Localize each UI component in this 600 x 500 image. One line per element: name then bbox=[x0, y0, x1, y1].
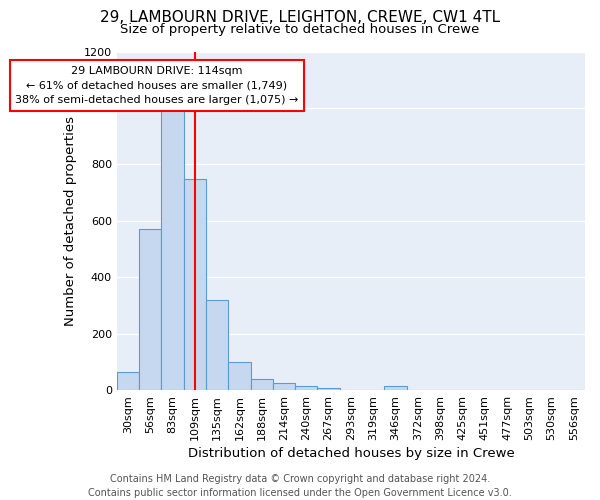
Bar bbox=[161, 102, 184, 390]
Bar bbox=[251, 379, 273, 390]
Bar bbox=[295, 386, 317, 390]
Y-axis label: Number of detached properties: Number of detached properties bbox=[64, 116, 77, 326]
X-axis label: Distribution of detached houses by size in Crewe: Distribution of detached houses by size … bbox=[188, 447, 514, 460]
Text: 29, LAMBOURN DRIVE, LEIGHTON, CREWE, CW1 4TL: 29, LAMBOURN DRIVE, LEIGHTON, CREWE, CW1… bbox=[100, 10, 500, 25]
Text: 29 LAMBOURN DRIVE: 114sqm
← 61% of detached houses are smaller (1,749)
38% of se: 29 LAMBOURN DRIVE: 114sqm ← 61% of detac… bbox=[15, 66, 299, 105]
Text: Size of property relative to detached houses in Crewe: Size of property relative to detached ho… bbox=[121, 22, 479, 36]
Bar bbox=[184, 179, 206, 390]
Bar bbox=[317, 388, 340, 390]
Bar bbox=[385, 386, 407, 390]
Bar bbox=[139, 228, 161, 390]
Bar bbox=[206, 300, 228, 390]
Bar bbox=[228, 362, 251, 390]
Text: Contains HM Land Registry data © Crown copyright and database right 2024.
Contai: Contains HM Land Registry data © Crown c… bbox=[88, 474, 512, 498]
Bar bbox=[273, 383, 295, 390]
Bar bbox=[117, 372, 139, 390]
